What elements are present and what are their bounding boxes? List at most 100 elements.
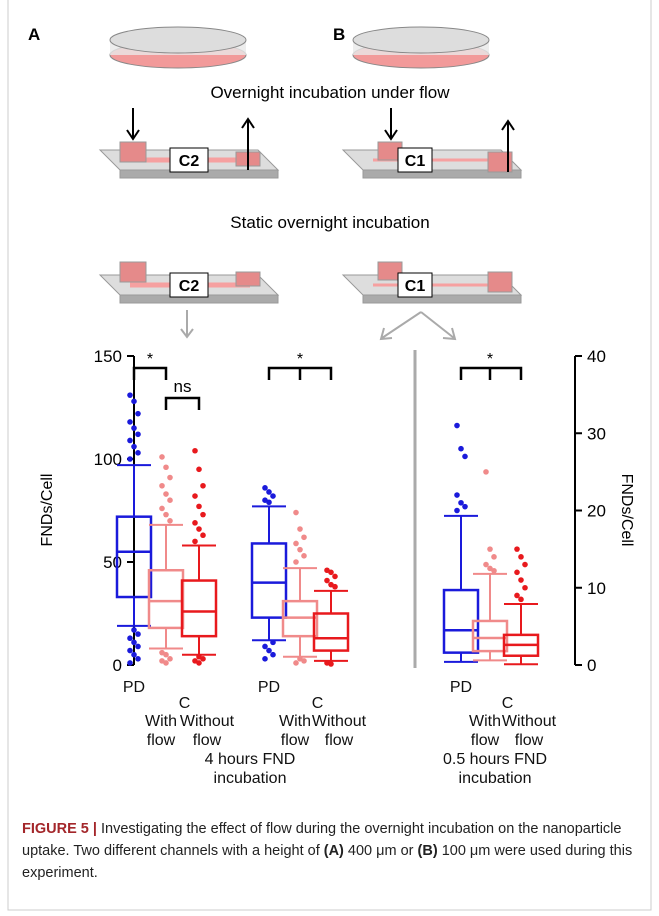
outlier: [163, 491, 169, 497]
outlier: [514, 569, 520, 576]
chip-label: C2: [179, 153, 200, 170]
outlier: [454, 492, 460, 498]
outlier: [127, 635, 133, 642]
outlier: [458, 445, 464, 452]
significance-bracket: [459, 366, 523, 380]
outlier: [270, 639, 276, 646]
outlier: [192, 538, 198, 545]
outlier: [266, 647, 272, 654]
outlier: [332, 583, 338, 590]
outlier: [192, 447, 198, 454]
outlier: [462, 503, 468, 510]
outlier: [131, 398, 137, 405]
x-label: PD: [449, 679, 473, 696]
outlier: [454, 422, 460, 429]
outlier: [293, 540, 299, 547]
outlier: [192, 520, 198, 526]
caption-bold: (B): [417, 843, 438, 859]
outlier: [266, 499, 272, 506]
outlier: [200, 532, 206, 539]
outlier: [127, 437, 133, 444]
box: [115, 515, 153, 599]
outlier: [167, 518, 173, 524]
outlier: [131, 443, 137, 450]
chips: [98, 141, 523, 304]
outlier: [262, 643, 268, 650]
outlier: [196, 660, 202, 666]
outlier: [293, 509, 299, 516]
outlier: [514, 546, 520, 552]
outlier: [518, 554, 524, 560]
caption-label: FIGURE 5 |: [22, 821, 97, 837]
y-tick-label: 150: [94, 347, 122, 366]
panel-label: B: [333, 25, 345, 44]
y-axis-title: FNDs/Cell: [39, 474, 56, 547]
y2-tick-label: 40: [587, 347, 606, 366]
outlier: [262, 485, 268, 491]
box: [250, 542, 288, 619]
x-label: C: [501, 695, 514, 712]
outlier: [301, 553, 307, 559]
outlier: [270, 651, 276, 658]
frame: [7, 0, 652, 911]
diagram-title: Static overnight incubation: [230, 213, 429, 232]
outlier: [491, 567, 497, 574]
significance-bracket: [132, 366, 168, 380]
outlier: [200, 511, 206, 518]
outlier: [167, 474, 173, 481]
outlier: [200, 656, 206, 662]
y2-tick-label: 10: [587, 579, 606, 598]
outlier: [192, 493, 198, 499]
outlier: [159, 482, 165, 489]
outlier: [135, 643, 141, 650]
y-tick-label: 0: [113, 656, 122, 675]
outlier: [163, 660, 169, 666]
significance: *: [147, 351, 153, 368]
outlier: [458, 499, 464, 506]
outlier: [266, 489, 272, 495]
outlier: [483, 561, 489, 568]
chip-label: C1: [405, 153, 426, 170]
outlier: [332, 573, 338, 580]
outlier: [127, 419, 133, 425]
outlier: [522, 561, 528, 568]
x-label: With flow: [145, 713, 177, 749]
petri-dish: [109, 26, 490, 69]
outlier: [163, 511, 169, 518]
x-label: With flow: [469, 713, 501, 749]
outlier: [491, 554, 497, 560]
outlier: [328, 569, 334, 576]
caption-bold: (A): [323, 843, 344, 859]
diagram-title: Overnight incubation under flow: [210, 83, 450, 102]
box: [312, 612, 350, 652]
y2-axis-title: FNDs/Cell: [618, 474, 635, 547]
outlier: [514, 592, 520, 599]
x-label: With flow: [279, 713, 311, 749]
outlier: [135, 410, 141, 417]
box: [147, 568, 185, 630]
outlier: [487, 546, 493, 552]
x-label: Without flow: [501, 713, 557, 749]
significance-bracket: [164, 396, 201, 410]
outlier: [131, 627, 137, 633]
outlier: [135, 656, 141, 662]
outlier: [196, 526, 202, 532]
outlier: [127, 660, 133, 666]
significance: ns: [174, 377, 192, 396]
outlier: [328, 661, 334, 667]
outlier: [127, 456, 133, 462]
group-label: 4 hours FND incubation: [204, 751, 296, 787]
outlier: [518, 577, 524, 583]
outlier: [131, 425, 137, 431]
x-label: Without flow: [179, 713, 235, 749]
y2-tick-label: 30: [587, 424, 606, 443]
outlier: [135, 631, 141, 637]
outlier: [127, 647, 133, 654]
outlier: [270, 493, 276, 499]
outlier: [518, 596, 524, 603]
arrows: [126, 108, 515, 172]
significance: *: [487, 351, 493, 368]
x-label: Without flow: [311, 713, 367, 749]
x-label: PD: [122, 679, 146, 696]
